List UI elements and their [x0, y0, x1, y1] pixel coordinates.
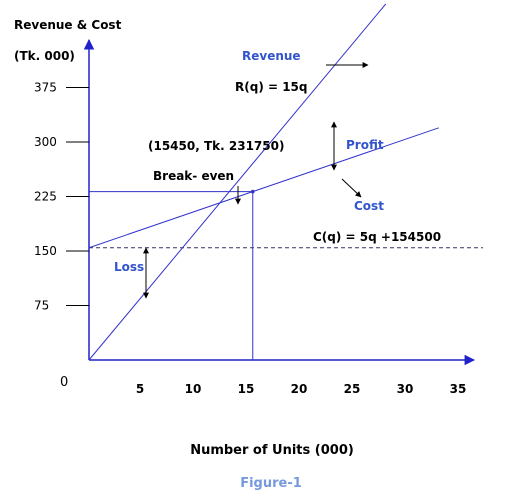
- y-tick-label: 75: [34, 298, 49, 312]
- figure-caption: Figure-1: [240, 476, 302, 491]
- revenue-line: [88, 3, 387, 361]
- y-axis-label-line1: Revenue & Cost: [14, 18, 122, 32]
- cost-series-label: Cost: [354, 199, 384, 213]
- x-axis-label: Number of Units (000): [190, 443, 354, 458]
- break-even-point-label: (15450, Tk. 231750): [148, 139, 284, 153]
- x-tick-label: 10: [185, 382, 202, 396]
- cost-pointer-arrow: [341, 178, 362, 198]
- axis-ticks: 5 10 15 20 25 30 35 75 150 225 300 375: [34, 80, 466, 396]
- profit-label: Profit: [346, 138, 384, 152]
- loss-label: Loss: [114, 260, 144, 274]
- origin-label: 0: [60, 375, 68, 390]
- x-tick-label: 20: [291, 382, 308, 396]
- y-tick-label: 300: [34, 135, 57, 149]
- y-tick-label: 225: [34, 189, 57, 203]
- x-tick-label: 25: [344, 382, 361, 396]
- x-tick-label: 30: [397, 382, 414, 396]
- y-tick-label: 150: [34, 244, 57, 258]
- revenue-series-label: Revenue: [242, 49, 301, 63]
- break-even-point: [250, 189, 255, 194]
- revenue-equation: R(q) = 15q: [235, 80, 308, 94]
- x-tick-label: 35: [450, 382, 467, 396]
- x-tick-label: 5: [136, 382, 144, 396]
- cost-equation: C(q) = 5q +154500: [313, 230, 441, 244]
- break-even-label: Break- even: [153, 169, 234, 183]
- y-tick-label: 375: [34, 80, 57, 94]
- cost-line: [88, 127, 439, 249]
- y-axis-label-line2: (Tk. 000): [14, 49, 75, 63]
- x-tick-label: 15: [238, 382, 255, 396]
